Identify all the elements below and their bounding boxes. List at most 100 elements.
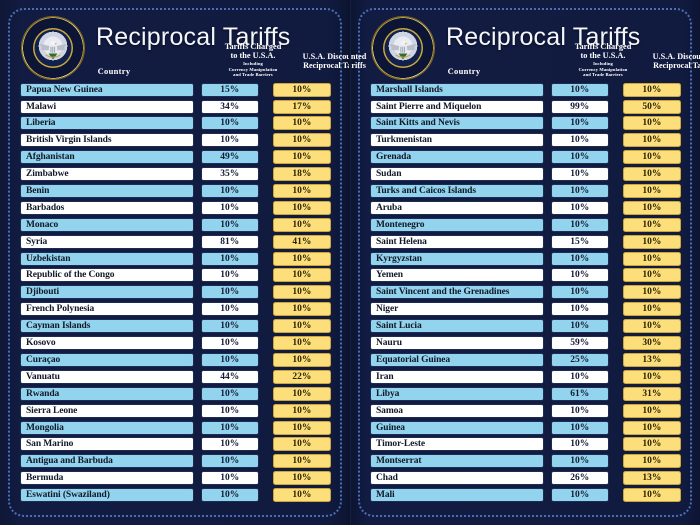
tariff-charged-cell: 44% [200, 369, 259, 384]
discounted-line2: Reciprocal Tariffs [303, 61, 366, 71]
panel-divider [349, 0, 351, 525]
table-row: Iran 10% 10% [370, 369, 681, 384]
tariff-charged-cell: 10% [200, 437, 259, 452]
tariff-charged-cell: 10% [200, 420, 259, 435]
table-row: Samoa 10% 10% [370, 403, 681, 418]
tariff-charged-cell: 10% [550, 184, 609, 199]
country-cell: Guinea [370, 420, 544, 435]
country-cell: Rwanda [20, 386, 194, 401]
country-cell: Turks and Caicos Islands [370, 184, 544, 199]
discounted-tariff-cell: 10% [272, 336, 331, 351]
country-cell: Eswatini (Swaziland) [20, 488, 194, 503]
country-cell: Saint Vincent and the Grenadines [370, 285, 544, 300]
tariff-charged-cell: 10% [200, 251, 259, 266]
country-cell: Republic of the Congo [20, 268, 194, 283]
tariff-charged-cell: 59% [550, 336, 609, 351]
table-row: Afghanistan 49% 10% [20, 150, 331, 165]
country-cell: Mongolia [20, 420, 194, 435]
tariff-charged-cell: 49% [200, 150, 259, 165]
tariff-charged-cell: 10% [550, 217, 609, 232]
table-row: Barbados 10% 10% [20, 200, 331, 215]
tariff-charged-cell: 10% [200, 488, 259, 503]
discounted-tariff-cell: 10% [622, 488, 681, 503]
country-cell: British Virgin Islands [20, 133, 194, 148]
tariff-charged-cell: 10% [200, 352, 259, 367]
tariff-charged-cell: 10% [550, 251, 609, 266]
tariff-charged-cell: 10% [550, 268, 609, 283]
table-row: Monaco 10% 10% [20, 217, 331, 232]
presidential-seal-icon [22, 17, 84, 79]
table-row: Republic of the Congo 10% 10% [20, 268, 331, 283]
tariff-charged-cell: 61% [550, 386, 609, 401]
left-panel: Reciprocal Tariffs Country Tariffs Charg… [0, 0, 366, 525]
charged-sub1: Including [593, 60, 613, 66]
tariff-charged-cell: 10% [200, 200, 259, 215]
charged-line1: Tariffs Charged [224, 41, 282, 51]
country-cell: Kosovo [20, 336, 194, 351]
table-row: Montenegro 10% 10% [370, 217, 681, 232]
discounted-tariff-cell: 10% [622, 200, 681, 215]
table-row: Saint Lucia 10% 10% [370, 318, 681, 334]
country-cell: Turkmenistan [370, 133, 544, 148]
tariff-charged-cell: 10% [550, 200, 609, 215]
table-row: Libya 61% 31% [370, 386, 681, 401]
country-cell: Antigua and Barbuda [20, 454, 194, 469]
table-row: Zimbabwe 35% 18% [20, 166, 331, 182]
discounted-tariff-cell: 10% [622, 150, 681, 165]
tariff-charged-cell: 10% [550, 82, 609, 97]
table-row: Guinea 10% 10% [370, 420, 681, 435]
table-row: Antigua and Barbuda 10% 10% [20, 454, 331, 469]
tariff-charged-cell: 10% [550, 420, 609, 435]
table-row: Kyrgyzstan 10% 10% [370, 251, 681, 266]
charged-line1: Tariffs Charged [574, 41, 632, 51]
tariff-charged-cell: 10% [550, 302, 609, 317]
discounted-line1: U.S.A. Discounted [302, 52, 367, 62]
discounted-tariff-cell: 30% [622, 336, 681, 351]
country-cell: Nauru [370, 336, 544, 351]
column-header-discounted: U.S.A. Discounted Reciprocal Tariffs [647, 52, 700, 71]
table-row: Aruba 10% 10% [370, 200, 681, 215]
tariff-charged-cell: 81% [200, 234, 259, 249]
country-cell: Malawi [20, 99, 194, 114]
tariff-charged-cell: 10% [200, 285, 259, 300]
table-row: Equatorial Guinea 25% 13% [370, 352, 681, 367]
discounted-tariff-cell: 18% [272, 167, 331, 182]
discounted-tariff-cell: 41% [272, 234, 331, 249]
tariff-charged-cell: 10% [200, 319, 259, 334]
tariff-charged-cell: 10% [200, 302, 259, 317]
table-row: Benin 10% 10% [20, 183, 331, 199]
country-cell: Papua New Guinea [20, 82, 194, 97]
eagle-glyph [39, 40, 67, 60]
country-cell: Yemen [370, 268, 544, 283]
discounted-tariff-cell: 10% [622, 217, 681, 232]
table-row: Timor-Leste 10% 10% [370, 437, 681, 452]
discounted-line1: U.S.A. Discounted [652, 52, 700, 62]
country-cell: Afghanistan [20, 150, 194, 165]
table-row: Uzbekistan 10% 10% [20, 251, 331, 266]
tariff-charged-cell: 10% [200, 471, 259, 486]
tariff-charged-cell: 10% [550, 488, 609, 503]
country-cell: Equatorial Guinea [370, 352, 544, 367]
table-row: Montserrat 10% 10% [370, 454, 681, 469]
country-cell: Saint Pierre and Miquelon [370, 99, 544, 114]
table-row: Rwanda 10% 10% [20, 386, 331, 401]
discounted-tariff-cell: 10% [272, 302, 331, 317]
tariff-charged-cell: 10% [550, 319, 609, 334]
country-cell: Mali [370, 488, 544, 503]
table-row: Saint Helena 15% 10% [370, 234, 681, 249]
country-cell: Montserrat [370, 454, 544, 469]
table-row: Turks and Caicos Islands 10% 10% [370, 183, 681, 199]
discounted-tariff-cell: 10% [272, 352, 331, 367]
tariff-charged-cell: 34% [200, 99, 259, 114]
discounted-tariff-cell: 10% [272, 386, 331, 401]
panel-header-left: Reciprocal Tariffs Country Tariffs Charg… [20, 11, 366, 81]
discounted-tariff-cell: 10% [272, 488, 331, 503]
table-row: Sierra Leone 10% 10% [20, 403, 331, 418]
table-row: Nauru 59% 30% [370, 335, 681, 351]
country-cell: Djibouti [20, 285, 194, 300]
discounted-tariff-cell: 10% [272, 471, 331, 486]
table-row: Eswatini (Swaziland) 10% 10% [20, 487, 331, 503]
country-cell: Iran [370, 369, 544, 384]
tariff-charged-cell: 10% [200, 133, 259, 148]
country-cell: Sudan [370, 167, 544, 182]
